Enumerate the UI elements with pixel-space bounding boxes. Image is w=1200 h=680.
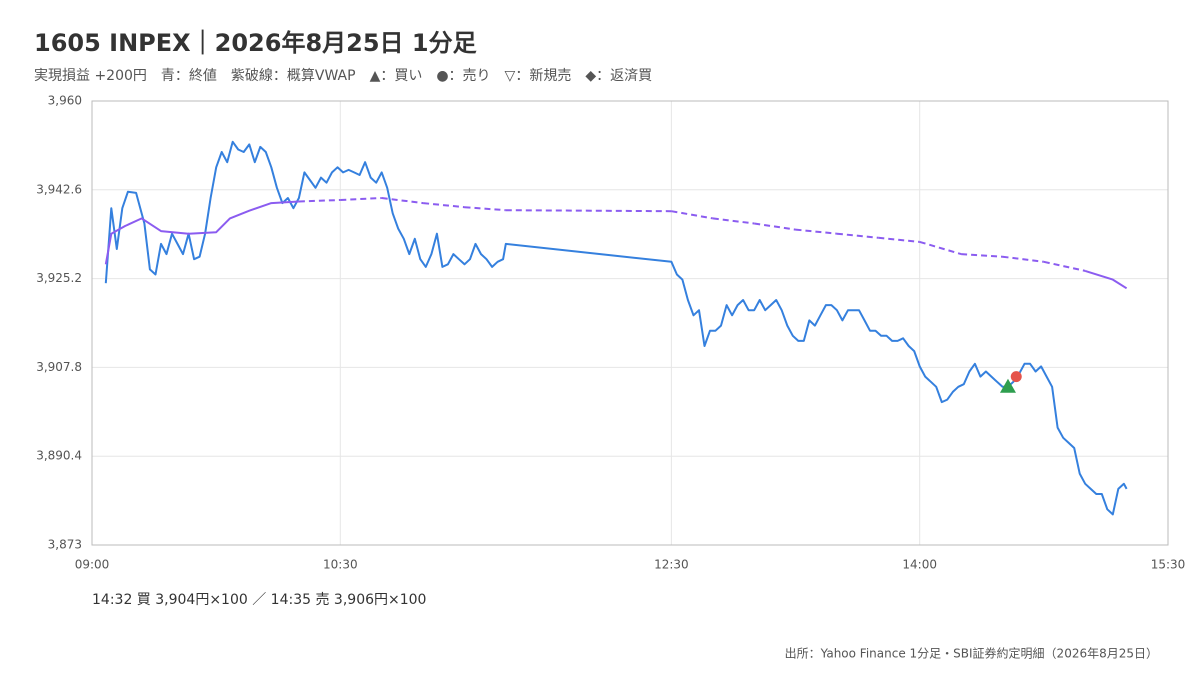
price-line [423,202,465,209]
price-line [381,197,424,205]
x-tick-label: 10:30 [323,558,358,572]
price-line [1043,260,1086,272]
chart-title: 1605 INPEX｜2026年8月25日 1分足 [34,29,477,57]
source-note: 出所：Yahoo Finance 1分足・SBI証券約定明細（2026年8月25… [785,646,1158,661]
price-line [795,228,837,235]
x-tick-label: 14:00 [902,558,937,572]
price-line [464,206,506,212]
price-line [505,209,672,213]
plot-frame [91,100,1169,546]
sell-marker [1010,371,1022,383]
y-tick-label: 3,925.2 [36,271,82,285]
price-line [712,217,755,225]
price-line [1084,269,1128,290]
price-line [754,222,796,231]
y-tick-label: 3,960 [48,94,82,108]
price-line [104,140,1128,516]
price-line [671,210,713,220]
buy-marker [999,378,1016,393]
price-line [836,232,879,239]
y-tick-label: 3,907.8 [36,360,82,374]
x-tick-label: 15:30 [1151,558,1186,572]
price-line [340,197,382,201]
price-line [878,236,920,243]
price-line [298,199,341,203]
price-line [104,200,299,265]
x-tick-label: 09:00 [75,558,110,572]
price-line [1002,255,1044,263]
y-tick-label: 3,873 [48,538,82,552]
chart-subtitle: 実現損益 +200円 青：終値 紫破線：概算VWAP ▲：買い ●：売り ▽：新… [34,68,652,84]
trade-note: 14:32 買 3,904円×100 ／ 14:35 売 3,906円×100 [92,592,426,608]
price-line [919,240,962,256]
x-tick-label: 12:30 [654,558,689,572]
price-line [961,253,1003,258]
y-tick-label: 3,890.4 [36,449,82,463]
y-tick-label: 3,942.6 [36,182,82,196]
